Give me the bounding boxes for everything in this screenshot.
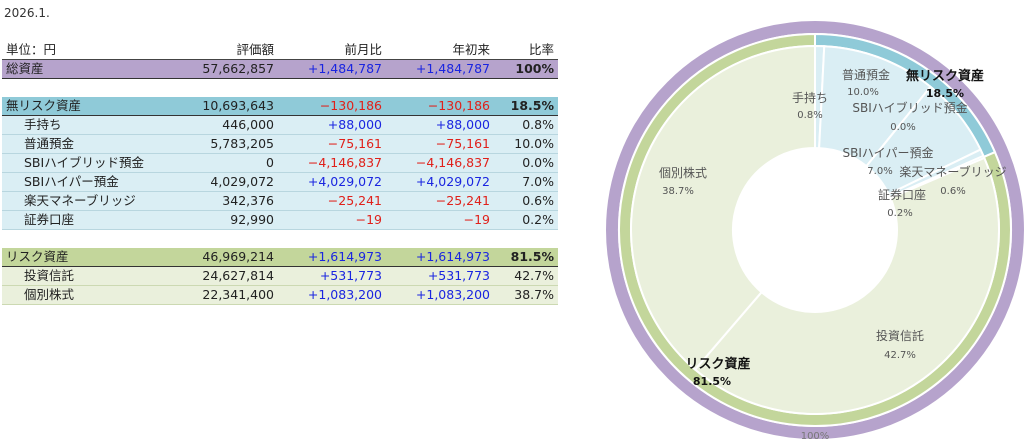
header-value: 評価額	[152, 41, 278, 60]
row-ratio: 38.7%	[494, 285, 558, 305]
row-investment-trust: 投資信託 24,627,814 +531,773 +531,773 42.7%	[2, 266, 558, 286]
row-ytd: +1,484,787	[386, 59, 494, 79]
asset-table: 単位：円 評価額 前月比 年初来 比率 総資産 57,662,857 +1,48…	[2, 41, 558, 305]
row-ratio: 0.8%	[494, 115, 558, 135]
row-name: 普通預金	[2, 134, 152, 154]
row-ytd: +88,000	[386, 115, 494, 135]
row-rakuten: 楽天マネーブリッジ 342,376 −25,241 −25,241 0.6%	[2, 191, 558, 211]
row-savings: 普通預金 5,783,205 −75,161 −75,161 10.0%	[2, 134, 558, 154]
middle-pct-risk: 81.5%	[693, 375, 731, 388]
row-name: 楽天マネーブリッジ	[2, 191, 152, 211]
row-ytd: +1,614,973	[386, 248, 494, 267]
row-value: 57,662,857	[152, 59, 278, 79]
row-value: 24,627,814	[152, 266, 278, 286]
middle-pct-norisk: 18.5%	[926, 87, 964, 100]
row-name: 手持ち	[2, 115, 152, 135]
inner-pct-label: 10.0%	[847, 87, 879, 98]
row-ytd: −130,186	[386, 97, 494, 116]
inner-label: 楽天マネーブリッジ	[899, 164, 1006, 179]
row-value: 22,341,400	[152, 285, 278, 305]
inner-pct-label: 7.0%	[867, 166, 892, 177]
row-ratio: 10.0%	[494, 134, 558, 154]
row-name: 個別株式	[2, 285, 152, 305]
row-mom: −25,241	[278, 191, 386, 211]
inner-label: 手持ち	[792, 90, 828, 105]
row-mom: +1,614,973	[278, 248, 386, 267]
row-ytd: +1,083,200	[386, 285, 494, 305]
row-mom: +88,000	[278, 115, 386, 135]
row-ratio: 0.0%	[494, 153, 558, 173]
row-name: 証券口座	[2, 210, 152, 230]
header-ytd: 年初来	[386, 41, 494, 60]
row-mom: −19	[278, 210, 386, 230]
row-ratio: 42.7%	[494, 266, 558, 286]
middle-label-risk: リスク資産	[685, 356, 750, 372]
row-mom: +1,083,200	[278, 285, 386, 305]
row-name: 投資信託	[2, 266, 152, 286]
row-value: 4,029,072	[152, 172, 278, 192]
inner-pct-label: 0.2%	[887, 208, 912, 219]
row-ytd: +4,029,072	[386, 172, 494, 192]
header-unit: 単位：円	[2, 41, 152, 60]
row-ratio: 7.0%	[494, 172, 558, 192]
row-ratio: 18.5%	[494, 97, 558, 116]
inner-pct-label: 0.8%	[797, 110, 822, 121]
row-mom: +531,773	[278, 266, 386, 286]
row-ratio: 81.5%	[494, 248, 558, 267]
row-ytd: −25,241	[386, 191, 494, 211]
inner-ring-slice	[693, 156, 1000, 415]
row-value: 10,693,643	[152, 97, 278, 116]
header-mom: 前月比	[278, 41, 386, 60]
row-name: SBIハイパー預金	[2, 172, 152, 192]
row-cash: 手持ち 446,000 +88,000 +88,000 0.8%	[2, 115, 558, 135]
row-name: リスク資産	[2, 248, 152, 267]
row-norisk-assets: 無リスク資産 10,693,643 −130,186 −130,186 18.5…	[2, 97, 558, 116]
row-value: 446,000	[152, 115, 278, 135]
table-header-row: 単位：円 評価額 前月比 年初来 比率	[2, 41, 558, 60]
row-ratio: 0.2%	[494, 210, 558, 230]
row-mom: +1,484,787	[278, 59, 386, 79]
row-sbi-hybrid: SBIハイブリッド預金 0 −4,146,837 −4,146,837 0.0%	[2, 153, 558, 173]
outer-ring-pct-label: 100%	[801, 431, 830, 440]
row-ytd: −4,146,837	[386, 153, 494, 173]
row-mom: −4,146,837	[278, 153, 386, 173]
inner-pct-label: 38.7%	[662, 186, 694, 197]
inner-label: SBIハイパー預金	[843, 145, 934, 160]
row-value: 92,990	[152, 210, 278, 230]
inner-label: 個別株式	[659, 165, 707, 180]
row-name: 無リスク資産	[2, 97, 152, 116]
inner-label: 証券口座	[878, 187, 926, 202]
inner-label: SBIハイブリッド預金	[852, 100, 967, 115]
row-ytd: +531,773	[386, 266, 494, 286]
row-individual-stocks: 個別株式 22,341,400 +1,083,200 +1,083,200 38…	[2, 285, 558, 305]
row-ytd: −19	[386, 210, 494, 230]
row-value: 46,969,214	[152, 248, 278, 267]
row-mom: +4,029,072	[278, 172, 386, 192]
row-securities: 証券口座 92,990 −19 −19 0.2%	[2, 210, 558, 230]
row-value: 0	[152, 153, 278, 173]
inner-pct-label: 0.0%	[890, 122, 915, 133]
row-value: 342,376	[152, 191, 278, 211]
row-value: 5,783,205	[152, 134, 278, 154]
inner-pct-label: 42.7%	[884, 350, 916, 361]
row-ytd: −75,161	[386, 134, 494, 154]
middle-label-norisk: 無リスク資産	[906, 68, 984, 84]
row-mom: −75,161	[278, 134, 386, 154]
inner-pct-label: 0.6%	[940, 186, 965, 197]
row-ratio: 100%	[494, 59, 558, 79]
row-risk-assets: リスク資産 46,969,214 +1,614,973 +1,614,973 8…	[2, 248, 558, 267]
row-mom: −130,186	[278, 97, 386, 116]
row-total-assets: 総資産 57,662,857 +1,484,787 +1,484,787 100…	[2, 59, 558, 79]
inner-label: 普通預金	[842, 67, 890, 82]
row-name: SBIハイブリッド預金	[2, 153, 152, 173]
row-sbi-hyper: SBIハイパー預金 4,029,072 +4,029,072 +4,029,07…	[2, 172, 558, 192]
report-date: 2026.1.	[4, 6, 50, 20]
header-ratio: 比率	[494, 41, 558, 60]
row-ratio: 0.6%	[494, 191, 558, 211]
row-name: 総資産	[2, 59, 152, 79]
inner-ring-slice	[630, 44, 816, 371]
inner-label: 投資信託	[876, 328, 924, 343]
